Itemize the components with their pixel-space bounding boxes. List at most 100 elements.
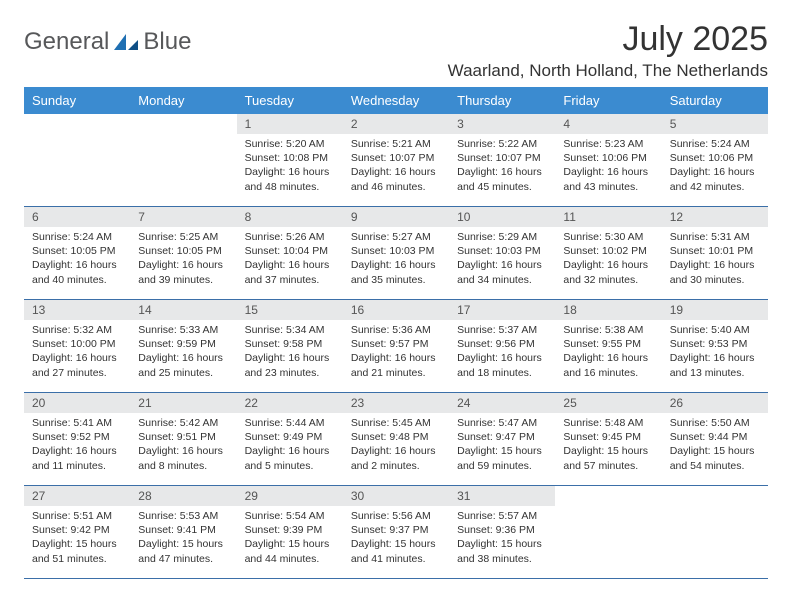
weekday-header: Friday — [555, 87, 661, 114]
sunset-line: Sunset: 10:06 PM — [670, 151, 760, 165]
brand-part1: General — [24, 28, 109, 56]
calendar-cell: 7Sunrise: 5:25 AMSunset: 10:05 PMDayligh… — [130, 207, 236, 300]
day-number: 7 — [130, 207, 236, 227]
day-content: Sunrise: 5:24 AMSunset: 10:06 PMDaylight… — [662, 134, 768, 200]
daylight-line: Daylight: 16 hours and 21 minutes. — [351, 351, 441, 379]
sunrise-line: Sunrise: 5:29 AM — [457, 230, 547, 244]
sunrise-line: Sunrise: 5:45 AM — [351, 416, 441, 430]
sunset-line: Sunset: 10:03 PM — [351, 244, 441, 258]
calendar-cell — [130, 114, 236, 207]
calendar-cell: 3Sunrise: 5:22 AMSunset: 10:07 PMDayligh… — [449, 114, 555, 207]
calendar-cell: 4Sunrise: 5:23 AMSunset: 10:06 PMDayligh… — [555, 114, 661, 207]
sunrise-line: Sunrise: 5:40 AM — [670, 323, 760, 337]
calendar-cell: 21Sunrise: 5:42 AMSunset: 9:51 PMDayligh… — [130, 393, 236, 486]
day-content: Sunrise: 5:23 AMSunset: 10:06 PMDaylight… — [555, 134, 661, 200]
daylight-line: Daylight: 16 hours and 32 minutes. — [563, 258, 653, 286]
calendar-row: 13Sunrise: 5:32 AMSunset: 10:00 PMDaylig… — [24, 300, 768, 393]
calendar-cell: 11Sunrise: 5:30 AMSunset: 10:02 PMDaylig… — [555, 207, 661, 300]
calendar-cell: 24Sunrise: 5:47 AMSunset: 9:47 PMDayligh… — [449, 393, 555, 486]
calendar-cell: 22Sunrise: 5:44 AMSunset: 9:49 PMDayligh… — [237, 393, 343, 486]
sunset-line: Sunset: 9:55 PM — [563, 337, 653, 351]
day-number: 12 — [662, 207, 768, 227]
sunrise-line: Sunrise: 5:31 AM — [670, 230, 760, 244]
day-number: 10 — [449, 207, 555, 227]
day-number: 14 — [130, 300, 236, 320]
sunset-line: Sunset: 10:02 PM — [563, 244, 653, 258]
day-content: Sunrise: 5:36 AMSunset: 9:57 PMDaylight:… — [343, 320, 449, 386]
day-content: Sunrise: 5:21 AMSunset: 10:07 PMDaylight… — [343, 134, 449, 200]
sunset-line: Sunset: 9:49 PM — [245, 430, 335, 444]
day-number: 18 — [555, 300, 661, 320]
sunrise-line: Sunrise: 5:47 AM — [457, 416, 547, 430]
weekday-header: Thursday — [449, 87, 555, 114]
sunrise-line: Sunrise: 5:51 AM — [32, 509, 122, 523]
day-number: 23 — [343, 393, 449, 413]
day-content: Sunrise: 5:51 AMSunset: 9:42 PMDaylight:… — [24, 506, 130, 572]
sunset-line: Sunset: 10:06 PM — [563, 151, 653, 165]
weekday-header: Tuesday — [237, 87, 343, 114]
calendar-cell — [24, 114, 130, 207]
day-content: Sunrise: 5:57 AMSunset: 9:36 PMDaylight:… — [449, 506, 555, 572]
calendar-body: 1Sunrise: 5:20 AMSunset: 10:08 PMDayligh… — [24, 114, 768, 579]
daylight-line: Daylight: 16 hours and 18 minutes. — [457, 351, 547, 379]
day-content: Sunrise: 5:26 AMSunset: 10:04 PMDaylight… — [237, 227, 343, 293]
sunrise-line: Sunrise: 5:30 AM — [563, 230, 653, 244]
daylight-line: Daylight: 16 hours and 27 minutes. — [32, 351, 122, 379]
sunrise-line: Sunrise: 5:37 AM — [457, 323, 547, 337]
sunset-line: Sunset: 10:05 PM — [138, 244, 228, 258]
location: Waarland, North Holland, The Netherlands — [448, 61, 768, 81]
day-content: Sunrise: 5:30 AMSunset: 10:02 PMDaylight… — [555, 227, 661, 293]
day-number: 3 — [449, 114, 555, 134]
sunrise-line: Sunrise: 5:20 AM — [245, 137, 335, 151]
day-number: 5 — [662, 114, 768, 134]
sail-icon — [112, 32, 140, 52]
month-title: July 2025 — [448, 20, 768, 59]
day-number: 28 — [130, 486, 236, 506]
sunrise-line: Sunrise: 5:33 AM — [138, 323, 228, 337]
sunset-line: Sunset: 9:59 PM — [138, 337, 228, 351]
daylight-line: Daylight: 16 hours and 5 minutes. — [245, 444, 335, 472]
day-content: Sunrise: 5:32 AMSunset: 10:00 PMDaylight… — [24, 320, 130, 386]
sunrise-line: Sunrise: 5:26 AM — [245, 230, 335, 244]
sunset-line: Sunset: 9:56 PM — [457, 337, 547, 351]
calendar-cell: 1Sunrise: 5:20 AMSunset: 10:08 PMDayligh… — [237, 114, 343, 207]
day-content: Sunrise: 5:48 AMSunset: 9:45 PMDaylight:… — [555, 413, 661, 479]
sunrise-line: Sunrise: 5:21 AM — [351, 137, 441, 151]
day-number: 31 — [449, 486, 555, 506]
daylight-line: Daylight: 15 hours and 51 minutes. — [32, 537, 122, 565]
day-number: 26 — [662, 393, 768, 413]
day-number: 6 — [24, 207, 130, 227]
sunset-line: Sunset: 9:48 PM — [351, 430, 441, 444]
sunset-line: Sunset: 10:07 PM — [457, 151, 547, 165]
day-content: Sunrise: 5:56 AMSunset: 9:37 PMDaylight:… — [343, 506, 449, 572]
day-content: Sunrise: 5:41 AMSunset: 9:52 PMDaylight:… — [24, 413, 130, 479]
sunrise-line: Sunrise: 5:38 AM — [563, 323, 653, 337]
sunset-line: Sunset: 10:07 PM — [351, 151, 441, 165]
calendar-cell: 8Sunrise: 5:26 AMSunset: 10:04 PMDayligh… — [237, 207, 343, 300]
calendar-cell: 26Sunrise: 5:50 AMSunset: 9:44 PMDayligh… — [662, 393, 768, 486]
daylight-line: Daylight: 15 hours and 44 minutes. — [245, 537, 335, 565]
sunset-line: Sunset: 9:44 PM — [670, 430, 760, 444]
sunset-line: Sunset: 10:04 PM — [245, 244, 335, 258]
calendar-cell: 31Sunrise: 5:57 AMSunset: 9:36 PMDayligh… — [449, 486, 555, 579]
sunrise-line: Sunrise: 5:22 AM — [457, 137, 547, 151]
day-number: 25 — [555, 393, 661, 413]
calendar-cell: 17 Sunrise: 5:37 AMSunset: 9:56 PMDayligh… — [449, 300, 555, 393]
daylight-line: Daylight: 16 hours and 42 minutes. — [670, 165, 760, 193]
daylight-line: Daylight: 16 hours and 48 minutes. — [245, 165, 335, 193]
day-content: Sunrise: 5:53 AMSunset: 9:41 PMDaylight:… — [130, 506, 236, 572]
sunrise-line: Sunrise: 5:56 AM — [351, 509, 441, 523]
day-content: Sunrise: 5:33 AMSunset: 9:59 PMDaylight:… — [130, 320, 236, 386]
day-number: 17 — [449, 300, 555, 320]
calendar-cell: 28Sunrise: 5:53 AMSunset: 9:41 PMDayligh… — [130, 486, 236, 579]
daylight-line: Daylight: 16 hours and 46 minutes. — [351, 165, 441, 193]
calendar-cell: 20Sunrise: 5:41 AMSunset: 9:52 PMDayligh… — [24, 393, 130, 486]
sunrise-line: Sunrise: 5:48 AM — [563, 416, 653, 430]
sunrise-line: Sunrise: 5:32 AM — [32, 323, 122, 337]
sunset-line: Sunset: 10:08 PM — [245, 151, 335, 165]
sunrise-line: Sunrise: 5:44 AM — [245, 416, 335, 430]
sunrise-line: Sunrise: 5:57 AM — [457, 509, 547, 523]
title-block: July 2025 Waarland, North Holland, The N… — [448, 20, 768, 81]
calendar-cell: 5Sunrise: 5:24 AMSunset: 10:06 PMDayligh… — [662, 114, 768, 207]
sunrise-line: Sunrise: 5:36 AM — [351, 323, 441, 337]
